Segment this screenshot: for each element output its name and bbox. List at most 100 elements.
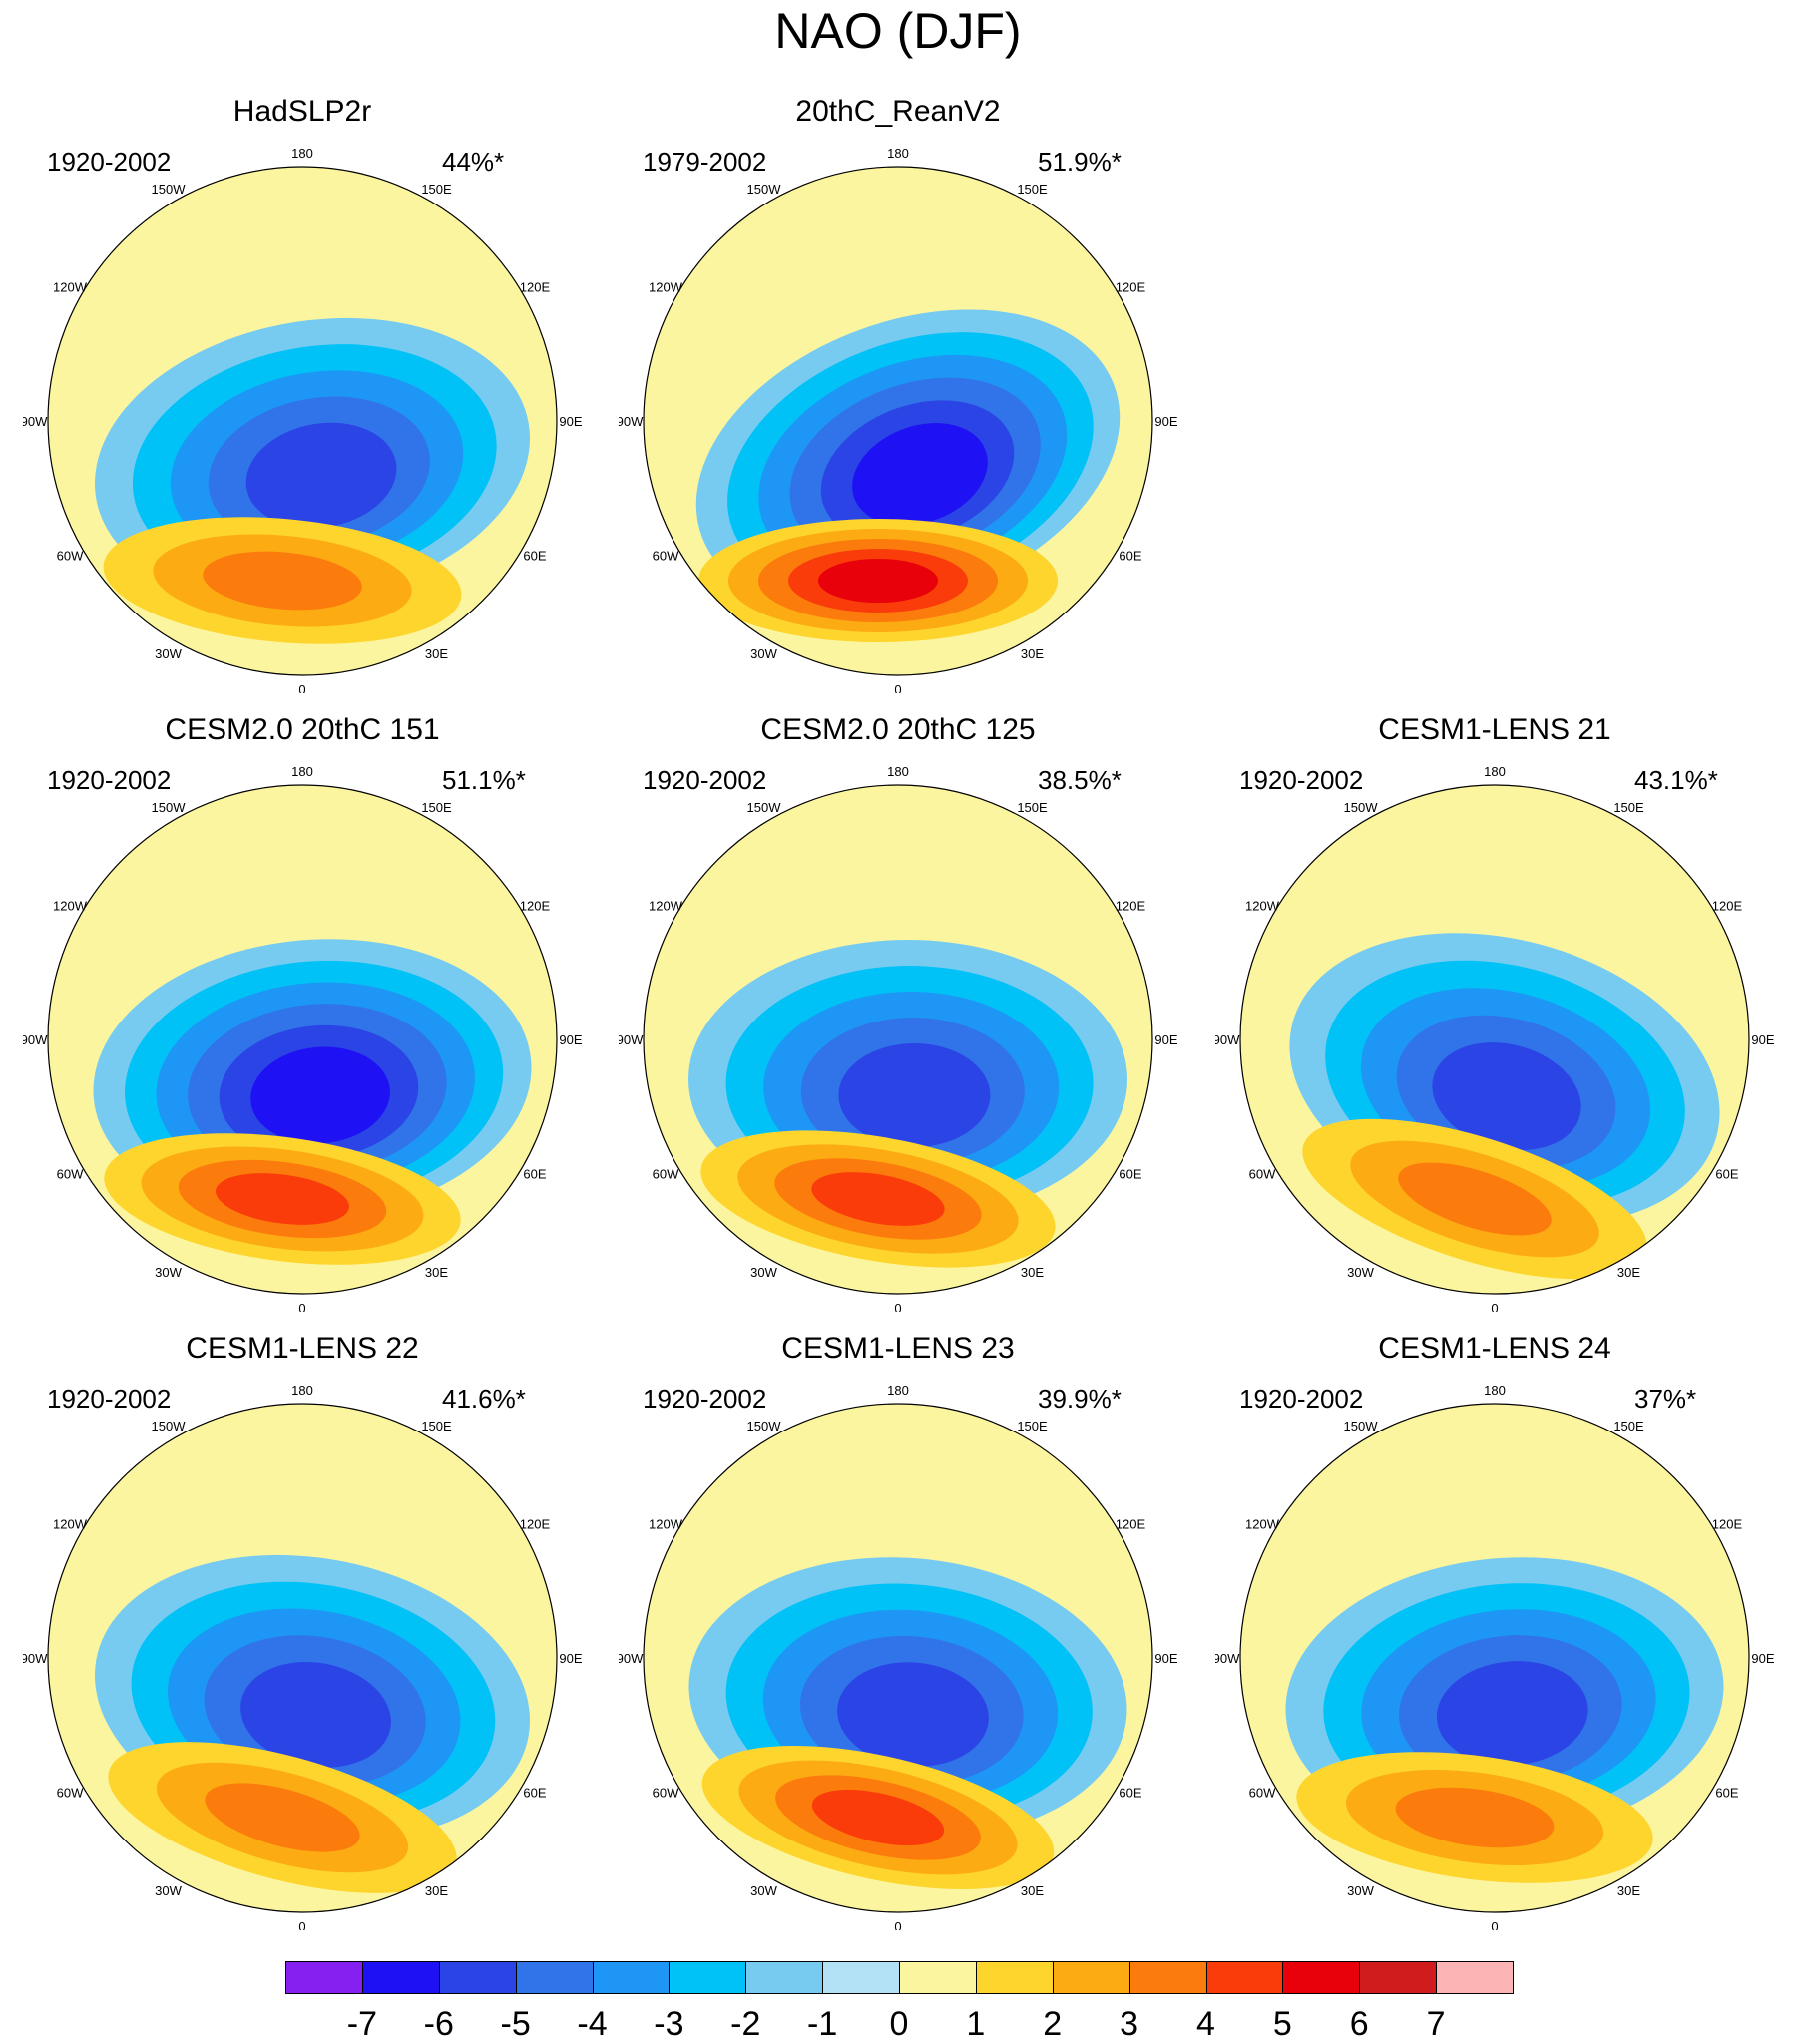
longitude-label: 180 <box>291 1383 313 1398</box>
longitude-label: 60E <box>1119 1786 1141 1801</box>
colorbar-swatch <box>822 1961 900 1994</box>
longitude-label: 90E <box>1154 1651 1177 1666</box>
longitude-label: 120E <box>1116 1517 1146 1532</box>
longitude-label: 90E <box>559 1651 582 1666</box>
negative-contour <box>837 1662 989 1767</box>
longitude-label: 150E <box>1017 800 1048 815</box>
map-boundary <box>1239 1403 1750 1913</box>
colorbar-tick-label: 0 <box>889 2005 909 2043</box>
longitude-label: 30E <box>425 1265 448 1280</box>
polar-map: 180 150E 120E 90E 60E 30E 0 30W 60W 90W 120W 150W <box>619 764 1177 1312</box>
panel-variance: 41.6%* <box>442 1384 526 1414</box>
map-boundary <box>47 166 558 676</box>
longitude-label: 150W <box>747 182 782 197</box>
longitude-label: 90E <box>1751 1032 1774 1047</box>
colorbar-tick-label: -5 <box>500 2005 531 2043</box>
colorbar-swatch <box>1282 1961 1361 1994</box>
longitude-label: 90W <box>23 1032 48 1047</box>
longitude-label: 120W <box>649 899 683 914</box>
longitude-label: 150W <box>152 1419 187 1433</box>
negative-contour <box>240 1661 391 1768</box>
longitude-label: 30W <box>155 1265 182 1280</box>
longitude-label: 120W <box>649 280 683 295</box>
panel-variance: 39.9%* <box>1038 1384 1122 1414</box>
map-boundary <box>47 784 558 1295</box>
colorbar-swatch <box>1205 1961 1284 1994</box>
longitude-label: 150E <box>1613 1419 1644 1433</box>
colorbar-tick-label: -4 <box>577 2005 608 2043</box>
longitude-label: 90W <box>1215 1651 1240 1666</box>
positive-contour <box>818 559 938 603</box>
longitude-label: 60E <box>523 549 546 564</box>
positive-contour <box>216 1173 349 1225</box>
longitude-label: 90W <box>619 1032 644 1047</box>
longitude-label: 60W <box>653 549 679 564</box>
longitude-label: 150E <box>1017 182 1048 197</box>
panel-variance: 44%* <box>442 147 505 177</box>
longitude-label: 90W <box>619 1651 644 1666</box>
panel-title: CESM2.0 20thC 125 <box>760 713 1036 746</box>
panel-period: 1920-2002 <box>643 765 767 795</box>
map-panel: 180 150E 120E 90E 60E 30E 0 30W 60W 90W 120W 150W CE… <box>23 713 582 1312</box>
longitude-label: 90W <box>619 414 644 429</box>
longitude-label: 90W <box>23 1651 48 1666</box>
colorbar-swatch <box>1052 1961 1130 1994</box>
colorbar-tick-label: 5 <box>1272 2005 1292 2043</box>
colorbar-swatch <box>1359 1961 1438 1994</box>
longitude-label: 30E <box>1021 646 1044 661</box>
longitude-label: 180 <box>291 764 313 779</box>
colorbar-swatch <box>745 1961 824 1994</box>
longitude-label: 150E <box>421 800 452 815</box>
negative-contour <box>1436 1661 1588 1766</box>
longitude-label: 150E <box>421 1419 452 1433</box>
longitude-label: 30E <box>425 1883 448 1898</box>
colorbar-tick-label: 7 <box>1426 2005 1446 2043</box>
polar-map: 180 150E 120E 90E 60E 30E 0 30W 60W 90W 120W 150W <box>1215 1383 1774 1930</box>
map-panel: 180 150E 120E 90E 60E 30E 0 30W 60W 90W 120W 150W CE… <box>1215 1332 1774 1930</box>
longitude-label: 30W <box>750 1883 777 1898</box>
longitude-label: 30W <box>750 646 777 661</box>
longitude-label: 150W <box>747 1419 782 1433</box>
negative-contour <box>245 422 397 529</box>
longitude-label: 30E <box>425 646 448 661</box>
panel-variance: 51.1%* <box>442 765 526 795</box>
colorbar-swatch <box>669 1961 747 1994</box>
longitude-label: 180 <box>291 146 313 161</box>
longitude-label: 120E <box>520 280 551 295</box>
colorbar-tick-label: 4 <box>1196 2005 1215 2043</box>
longitude-label: 0 <box>1491 1301 1498 1312</box>
panel-period: 1920-2002 <box>47 765 172 795</box>
negative-contour <box>852 423 988 526</box>
colorbar-tick-label: -1 <box>807 2005 838 2043</box>
longitude-label: 180 <box>887 1383 909 1398</box>
panel-period: 1920-2002 <box>47 1384 172 1414</box>
longitude-label: 0 <box>894 1919 901 1930</box>
longitude-label: 0 <box>1491 1919 1498 1930</box>
longitude-label: 180 <box>887 764 909 779</box>
longitude-label: 150E <box>421 182 452 197</box>
colorbar-swatch <box>592 1961 671 1994</box>
longitude-label: 30E <box>1021 1883 1044 1898</box>
polar-map: 180 150E 120E 90E 60E 30E 0 30W 60W 90W 120W 150W <box>1215 764 1774 1312</box>
polar-map: 180 150E 120E 90E 60E 30E 0 30W 60W 90W 120W 150W <box>23 764 582 1312</box>
longitude-label: 60E <box>1119 549 1141 564</box>
positive-contour <box>1395 1787 1555 1848</box>
longitude-label: 120E <box>1712 1517 1743 1532</box>
panel-variance: 51.9%* <box>1038 147 1122 177</box>
colorbar-tick-label: -7 <box>346 2005 377 2043</box>
longitude-label: 60W <box>1249 1786 1276 1801</box>
longitude-label: 150W <box>1344 800 1379 815</box>
polar-map: 180 150E 120E 90E 60E 30E 0 30W 60W 90W 120W 150W <box>23 1383 582 1930</box>
panel-variance: 43.1%* <box>1634 765 1718 795</box>
longitude-label: 30W <box>1347 1883 1374 1898</box>
longitude-label: 0 <box>298 1919 305 1930</box>
longitude-label: 30W <box>750 1265 777 1280</box>
map-boundary <box>643 1403 1153 1913</box>
map-panel: 180 150E 120E 90E 60E 30E 0 30W 60W 90W 120W 150W 20… <box>619 95 1177 693</box>
longitude-label: 120E <box>520 1517 551 1532</box>
colorbar-tick-label: -6 <box>423 2005 454 2043</box>
longitude-label: 120W <box>1245 1517 1280 1532</box>
polar-map: 180 150E 120E 90E 60E 30E 0 30W 60W 90W 120W 150W <box>619 146 1177 693</box>
colorbar-tick-label: -2 <box>730 2005 761 2043</box>
longitude-label: 60W <box>1249 1167 1276 1182</box>
